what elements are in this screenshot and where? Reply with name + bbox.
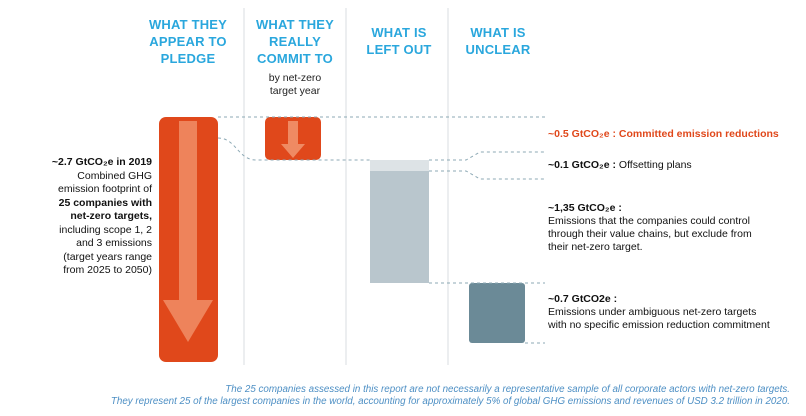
- footnote: The 25 companies assessed in this report…: [110, 384, 790, 407]
- bar-unclear: [469, 283, 525, 343]
- column-header-left-out: WHAT IS LEFT OUT: [366, 25, 432, 57]
- committed-arrow-icon: [281, 121, 305, 158]
- committed-label: ~0.5 GtCO₂e : Committed emission reducti…: [548, 128, 779, 140]
- bar-offsetting: [370, 160, 429, 171]
- offsetting-label: ~0.1 GtCO₂e : Offsetting plans: [548, 159, 692, 171]
- bar-left-out: [370, 171, 429, 283]
- left-out-label: ~1,35 GtCO₂e : Emissions that the compan…: [548, 202, 752, 253]
- connector-line: [429, 151, 545, 161]
- unclear-label: ~0.7 GtCO2e : Emissions under ambiguous …: [548, 293, 770, 331]
- total-footprint-note: ~2.7 GtCO₂e in 2019 Combined GHG emissio…: [51, 156, 152, 276]
- connector-line: [217, 137, 370, 161]
- connector-line: [429, 170, 545, 180]
- column-header-pledge: WHAT THEY APPEAR TO PLEDGE: [148, 17, 228, 66]
- column-header-unclear: WHAT IS UNCLEAR: [465, 25, 531, 57]
- pledge-arrow-icon: [163, 121, 213, 342]
- column-header-commit: WHAT THEY REALLY COMMIT TO: [255, 17, 335, 66]
- total-footprint-value: ~2.7 GtCO₂e in 2019: [51, 156, 152, 168]
- column-subheader-commit: by net-zero target year: [268, 72, 322, 97]
